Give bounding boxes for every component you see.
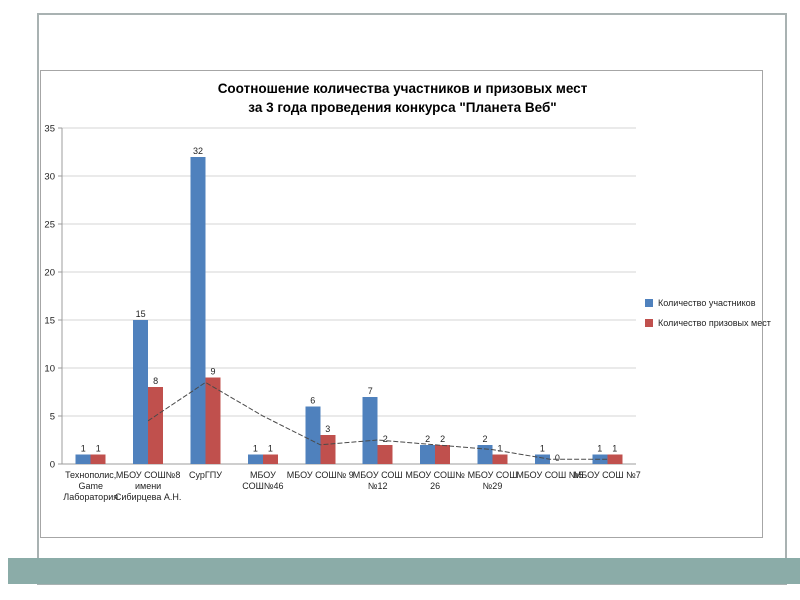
bar-data-label: 3 xyxy=(325,424,330,434)
bar-data-label: 0 xyxy=(555,453,560,463)
bar-prizes xyxy=(148,387,164,464)
bar-data-label: 2 xyxy=(425,434,430,444)
bar-prizes xyxy=(262,454,278,464)
legend-item-participants: Количество участников xyxy=(645,293,771,313)
bar-data-label: 1 xyxy=(268,443,273,453)
y-tick-label: 0 xyxy=(50,460,55,471)
bar-data-label: 1 xyxy=(597,443,602,453)
x-category-label: Технополис, Game Лаборатория xyxy=(63,470,118,502)
x-category-label: СурГПУ xyxy=(189,470,222,480)
bar-prizes xyxy=(90,454,106,464)
y-tick-label: 15 xyxy=(44,316,55,327)
legend-swatch-prizes xyxy=(645,319,653,327)
chart-title: Соотношение количества участников и приз… xyxy=(41,79,764,117)
y-tick-label: 5 xyxy=(50,412,55,423)
bar-prizes xyxy=(320,435,336,464)
bar-participants xyxy=(190,156,206,465)
y-tick-label: 20 xyxy=(44,268,55,279)
y-tick-label: 25 xyxy=(44,220,55,231)
x-category-label: МБОУ СОШ№ 26 xyxy=(405,470,465,491)
bar-data-label: 1 xyxy=(497,443,502,453)
x-category-label: МБОУ СОШ №12 xyxy=(353,470,403,491)
y-tick-label: 10 xyxy=(44,364,55,375)
legend-label-prizes: Количество призовых мест xyxy=(658,318,771,328)
bar-participants xyxy=(362,396,378,464)
chart-title-line1: Соотношение количества участников и приз… xyxy=(217,81,588,96)
bar-participants xyxy=(305,406,321,464)
legend-swatch-participants xyxy=(645,299,653,307)
bar-participants xyxy=(420,444,436,464)
bar-data-label: 9 xyxy=(210,367,215,377)
bar-data-label: 6 xyxy=(310,395,315,405)
bar-data-label: 1 xyxy=(253,443,258,453)
x-category-label: МБОУ СОШ№ 9 xyxy=(287,470,354,480)
bar-prizes xyxy=(607,454,623,464)
bar-data-label: 2 xyxy=(482,434,487,444)
bar-participants xyxy=(133,320,149,464)
trendline xyxy=(147,381,608,460)
bar-prizes xyxy=(205,377,221,464)
bar-data-label: 2 xyxy=(440,434,445,444)
bar-data-label: 15 xyxy=(136,309,146,319)
x-category-label: МБОУ СОШ №5 xyxy=(516,470,583,480)
bar-participants xyxy=(477,444,493,464)
x-category-label: МБОУ СОШ №29 xyxy=(468,470,518,491)
bar-participants xyxy=(247,454,263,464)
bar-data-label: 8 xyxy=(153,376,158,386)
x-category-label: МБОУ СОШ№8 имени Сибирцева А.Н. xyxy=(115,470,181,502)
slide: 0 5 10 15 20 25 30 35 1 15 32 1 6 7 2 2 1 1 1 8 9 1 3 2 2 1 0 1 Техн… xyxy=(37,13,787,585)
bar-data-label: 7 xyxy=(368,386,373,396)
legend-item-prizes: Количество призовых мест xyxy=(645,313,771,333)
bar-data-label: 32 xyxy=(193,146,203,156)
legend-label-participants: Количество участников xyxy=(658,298,756,308)
bottom-accent-band xyxy=(8,558,800,584)
bar-data-label: 1 xyxy=(81,443,86,453)
bar-data-label: 1 xyxy=(96,443,101,453)
x-category-label: МБОУ СОШ №7 xyxy=(574,470,641,480)
chart-legend: Количество участников Количество призовы… xyxy=(645,293,771,333)
bar-participants xyxy=(75,454,91,464)
y-tick-label: 30 xyxy=(44,172,55,183)
chart-title-line2: за 3 года проведения конкурса "Планета В… xyxy=(248,100,557,115)
bar-participants xyxy=(534,454,550,464)
bar-data-label: 1 xyxy=(612,443,617,453)
y-tick-label: 35 xyxy=(44,124,55,135)
bar-data-label: 2 xyxy=(383,434,388,444)
bar-prizes xyxy=(377,444,393,464)
bar-data-label: 1 xyxy=(540,443,545,453)
chart-frame: 0 5 10 15 20 25 30 35 1 15 32 1 6 7 2 2 1 1 1 8 9 1 3 2 2 1 0 1 Техн… xyxy=(40,70,771,538)
bar-prizes xyxy=(435,444,451,464)
x-category-label: МБОУ СОШ№46 xyxy=(242,470,283,491)
bar-prizes xyxy=(492,454,508,464)
